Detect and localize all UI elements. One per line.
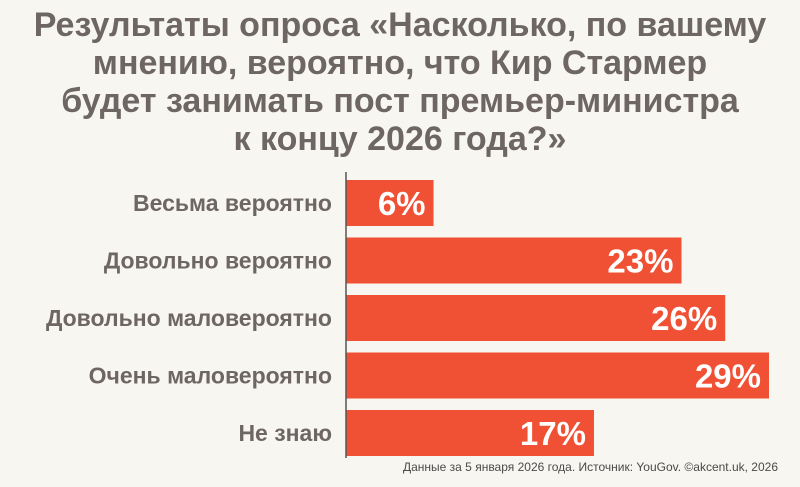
title-line-4: к концу 2026 года?» xyxy=(233,120,567,158)
category-label-5: Не знаю xyxy=(238,420,332,446)
bar-4 xyxy=(346,352,769,399)
source-note: Данные за 5 января 2026 года. Источник: … xyxy=(402,460,778,474)
category-label-4: Очень маловероятно xyxy=(89,363,332,389)
category-label-1: Весьма вероятно xyxy=(133,190,332,216)
value-label-4: 29% xyxy=(695,358,761,395)
value-label-2: 23% xyxy=(607,243,673,280)
chart-title: Результаты опроса «Насколько, по вашему … xyxy=(0,6,800,158)
title-line-3: будет занимать пост премьер-министра xyxy=(61,82,739,120)
category-label-3: Довольно маловероятно xyxy=(46,305,332,331)
title-line-1: Результаты опроса «Насколько, по вашему xyxy=(33,6,767,44)
bar-2 xyxy=(346,237,682,284)
bar-3 xyxy=(346,295,726,341)
bar-1 xyxy=(346,180,434,226)
value-label-3: 26% xyxy=(651,300,717,337)
category-label-2: Довольно вероятно xyxy=(104,248,332,274)
title-line-2: мнению, вероятно, что Кир Стармер xyxy=(92,44,708,82)
value-label-5: 17% xyxy=(520,415,586,452)
bar-5 xyxy=(346,410,594,456)
value-label-1: 6% xyxy=(378,185,426,222)
